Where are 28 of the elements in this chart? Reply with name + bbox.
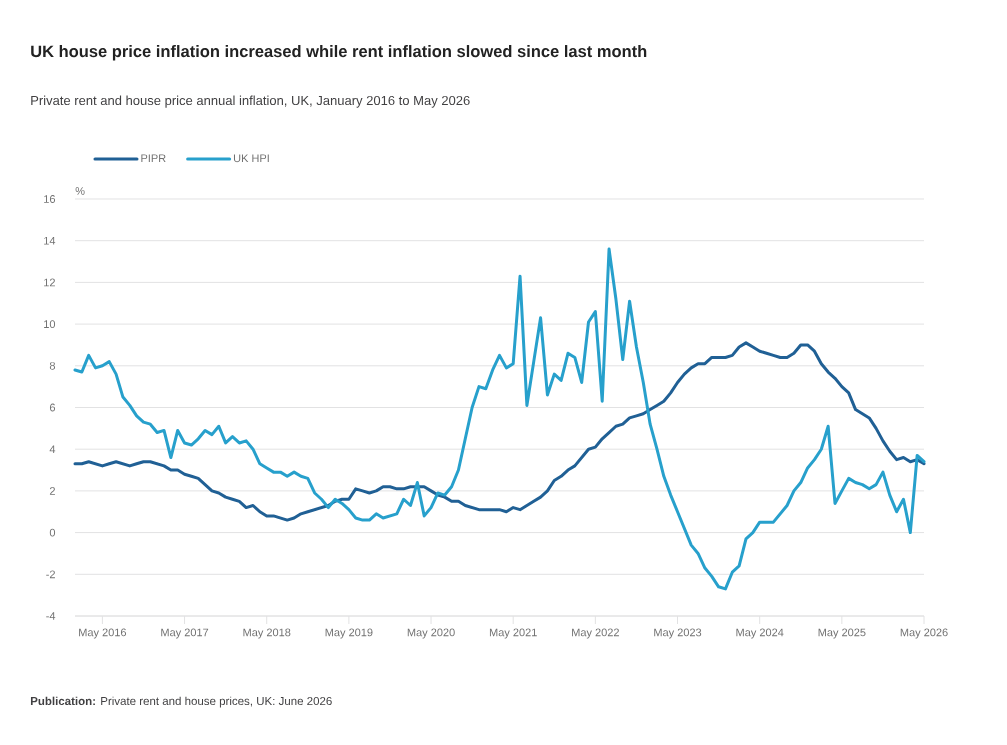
legend-label: PIPR: [141, 154, 166, 163]
y-tick-label: 12: [44, 278, 55, 287]
y-tick-label: 8: [49, 361, 56, 370]
x-tick-label: May 2017: [161, 628, 209, 639]
text: Publication: Private rent and house prices, UK: June 2026: [30, 696, 332, 708]
y-tick-label: 6: [49, 403, 56, 412]
x-tick-label: May 2025: [818, 628, 866, 639]
x-tick-label: May 2016: [79, 628, 127, 639]
y-tick-label: 16: [44, 195, 56, 203]
y-tick-label: 14: [44, 236, 56, 245]
y-tick-label: 0: [49, 528, 56, 537]
x-tick-label: May 2022: [572, 628, 619, 639]
x-tick-label: May 2020: [407, 628, 455, 639]
y-tick-label: 4: [49, 445, 56, 453]
y-tick-label: 2: [49, 487, 55, 495]
chart-title: UK house price inflation increased while rent inflation slowed since last month: [31, 45, 647, 61]
x-tick-label: May 2023: [654, 628, 702, 639]
x-tick-label: May 2021: [489, 628, 537, 639]
x-tick-label: May 2018: [243, 628, 291, 639]
y-tick-label: 10: [44, 320, 56, 328]
x-tick-label: May 2026: [900, 628, 948, 639]
legend-label: UK HPI: [233, 154, 269, 163]
x-tick-label: May 2024: [736, 628, 784, 639]
y-tick-label: -4: [46, 612, 56, 620]
x-tick-label: May 2019: [325, 628, 373, 639]
chart-subtitle: Private rent and house price annual inflation, UK, January 2016 to May 2026: [31, 95, 470, 108]
y-axis-title: %: [75, 187, 85, 195]
y-tick-label: -2: [46, 570, 55, 579]
